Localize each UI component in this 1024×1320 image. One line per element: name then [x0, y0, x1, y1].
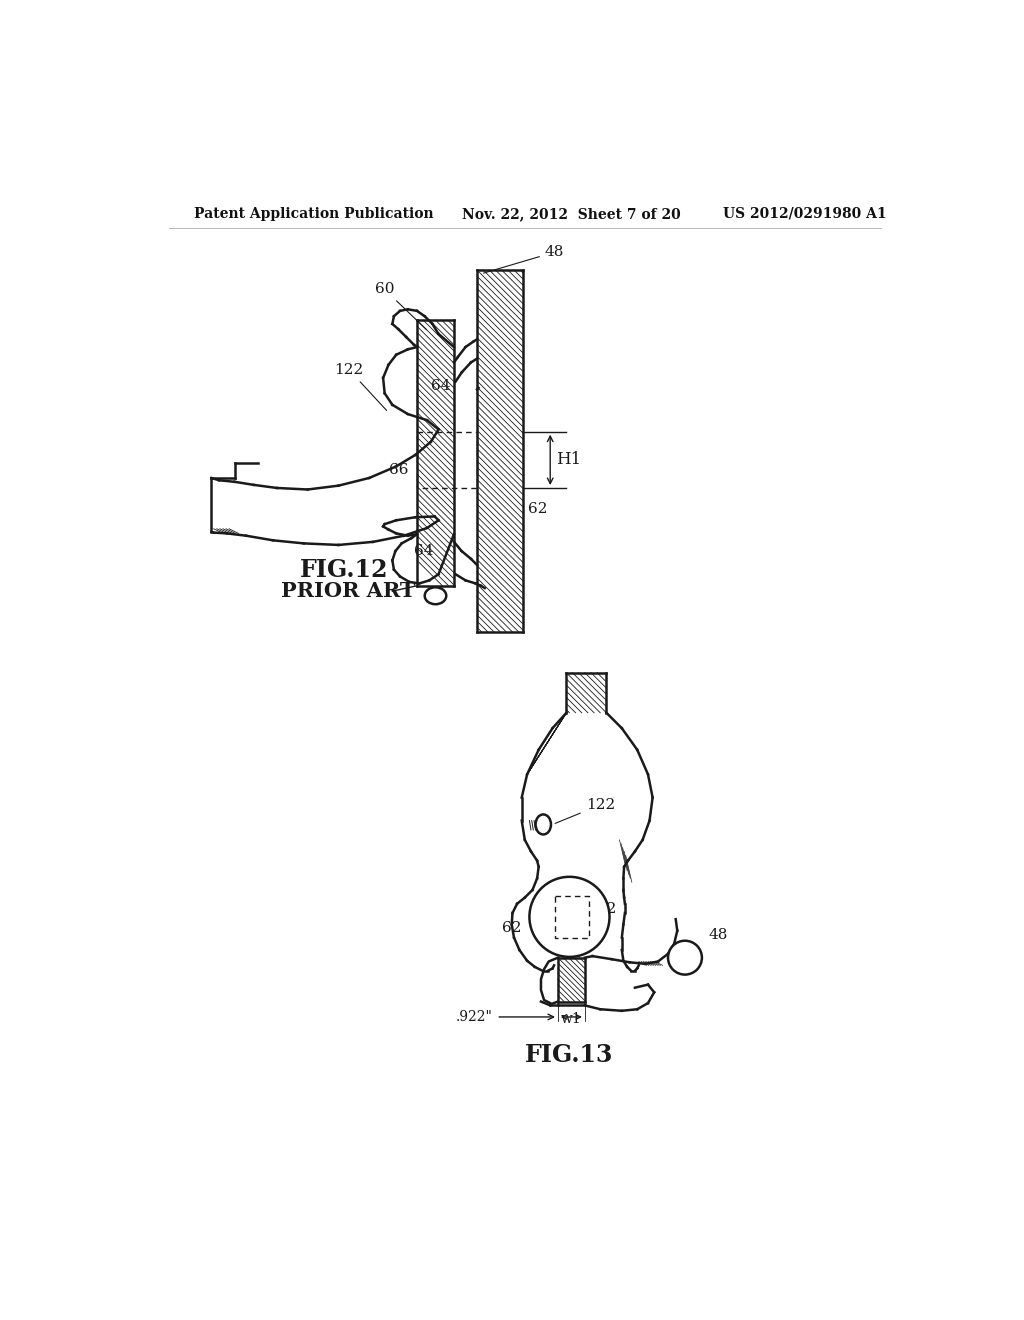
Text: 66: 66 [388, 463, 408, 478]
Text: Patent Application Publication: Patent Application Publication [194, 207, 433, 220]
Text: 64: 64 [414, 544, 433, 558]
Text: 60: 60 [375, 282, 427, 330]
Text: PRIOR ART: PRIOR ART [281, 581, 415, 601]
Text: H1: H1 [556, 451, 582, 469]
Text: 122: 122 [335, 363, 387, 411]
Text: FIG.13: FIG.13 [525, 1043, 613, 1068]
Circle shape [529, 876, 609, 957]
Text: 64: 64 [431, 379, 451, 392]
Text: Nov. 22, 2012  Sheet 7 of 20: Nov. 22, 2012 Sheet 7 of 20 [462, 207, 680, 220]
Text: 62: 62 [503, 921, 522, 936]
Text: 122: 122 [555, 799, 614, 824]
Circle shape [668, 941, 701, 974]
Text: 62: 62 [528, 502, 548, 516]
Text: w1: w1 [560, 1012, 582, 1026]
Text: .922": .922" [456, 1010, 493, 1024]
Ellipse shape [536, 814, 551, 834]
Text: 48: 48 [483, 246, 564, 273]
Text: FIG.12: FIG.12 [300, 558, 388, 582]
Text: 48: 48 [708, 928, 727, 941]
Ellipse shape [425, 587, 446, 605]
Text: US 2012/0291980 A1: US 2012/0291980 A1 [724, 207, 887, 220]
Text: 52: 52 [598, 902, 617, 916]
